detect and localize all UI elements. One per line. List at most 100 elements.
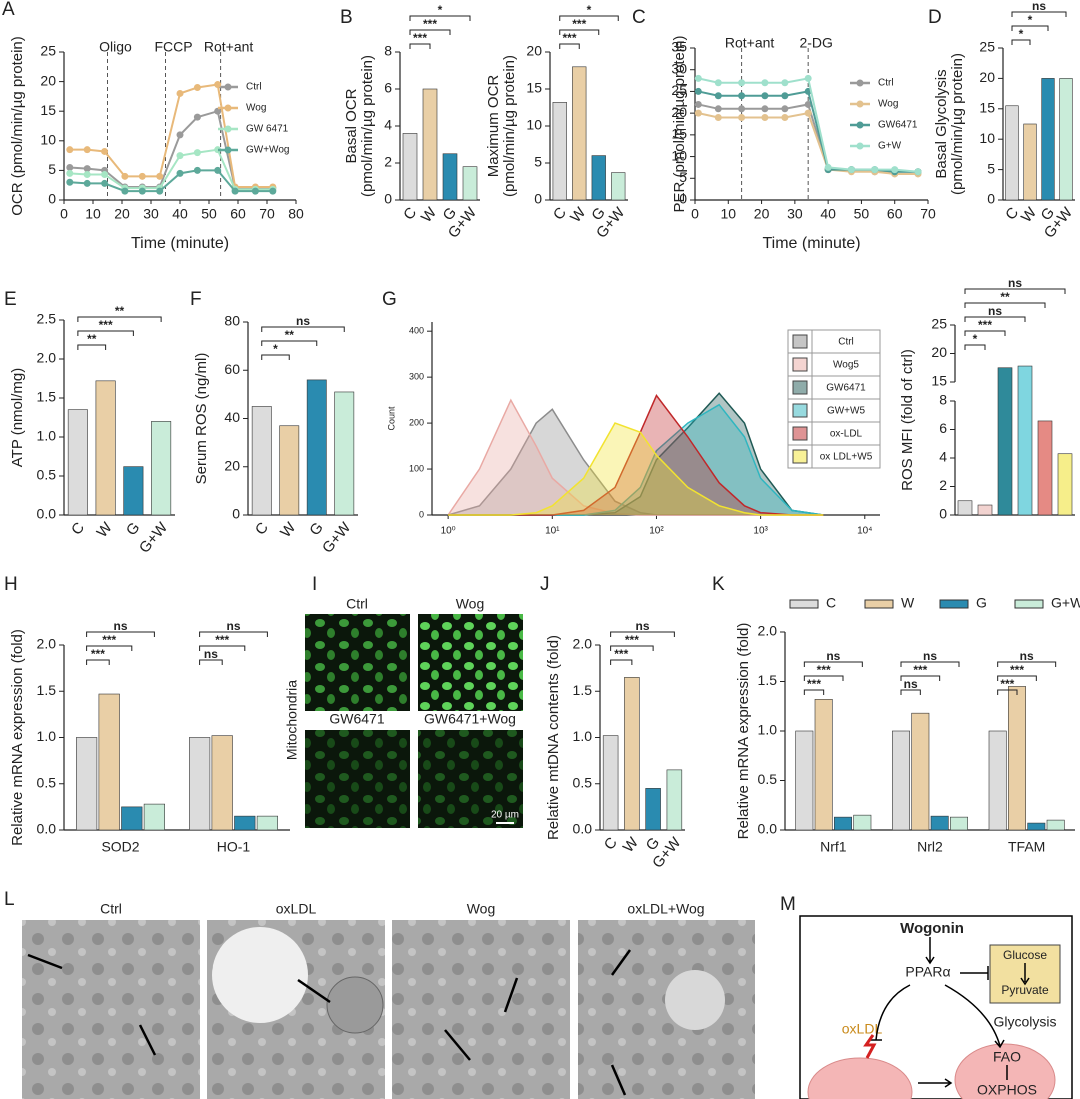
y-tick-label: 1.0 (573, 728, 593, 744)
x-tick-label: G (306, 519, 327, 539)
point (231, 187, 239, 195)
significance-bracket (900, 675, 941, 681)
node: Glycolysis (993, 1014, 1056, 1030)
point (694, 87, 702, 95)
y-tick-label: 10 (671, 147, 687, 163)
bar (795, 730, 814, 831)
y-tick-label: 0.0 (37, 506, 57, 522)
y-tick-label: 1.0 (37, 428, 57, 444)
point (156, 187, 164, 195)
legend-swatch (224, 125, 232, 133)
x-tick-label: 70 (259, 206, 275, 222)
point (891, 166, 899, 174)
point (781, 92, 789, 100)
y-tick-label: 4 (939, 449, 947, 465)
x-tick-label: 10⁰ (441, 526, 456, 537)
x-tick-label: 0 (60, 206, 68, 222)
bar (251, 406, 272, 516)
significance-label: ns (296, 314, 310, 328)
y-axis-label: (pmol/min/µg protein) (501, 55, 518, 197)
significance-bracket (199, 645, 246, 651)
significance-label: ns (923, 649, 937, 663)
y-tick-label: 10 (40, 132, 56, 148)
significance-bracket (964, 316, 1026, 322)
point (871, 166, 879, 174)
significance-label: ns (1032, 0, 1046, 13)
significance-bracket (803, 675, 844, 681)
significance-label: ** (285, 328, 295, 342)
vacuole (212, 927, 308, 1023)
diagram-arrows (870, 937, 1030, 1088)
significance-bracket (559, 15, 619, 21)
bar (834, 816, 852, 831)
y-tick-label: 0.5 (758, 771, 778, 787)
point (847, 166, 855, 174)
point (761, 92, 769, 100)
y-tick-label: 0.5 (37, 774, 57, 790)
significance-bracket (409, 15, 471, 21)
scale-bar-label: 20 µm (491, 810, 519, 821)
legend-label: GW+Wog (246, 145, 289, 156)
point (214, 81, 222, 89)
panel-letter: A (2, 0, 15, 20)
y-tick-label: 1.0 (758, 722, 778, 738)
legend-label: Ctrl (838, 337, 854, 348)
image-label: Ctrl (346, 596, 368, 612)
y-tick-label: 80 (224, 313, 240, 329)
panel-letter: G (382, 289, 397, 310)
bar (334, 391, 355, 516)
legend-swatch (939, 599, 969, 609)
significance-bracket (261, 340, 318, 346)
bar (98, 693, 120, 831)
micrograph (22, 920, 200, 1099)
point (738, 92, 746, 100)
node: Glucose (1003, 948, 1047, 962)
point (269, 187, 277, 195)
y-tick-label: 2 (384, 154, 392, 170)
point (121, 187, 129, 195)
bar (189, 737, 211, 831)
point (738, 113, 746, 121)
y-axis-label: Maximum OCR (485, 75, 502, 178)
point (214, 107, 222, 115)
x-tick-label: 10 (85, 206, 101, 222)
y-tick-label: 0 (419, 509, 424, 519)
significance-label: *** (1000, 677, 1014, 691)
significance-bracket (409, 29, 451, 35)
significance-bracket (77, 344, 107, 350)
point (66, 169, 74, 177)
point (101, 179, 109, 187)
y-tick-label: 20 (224, 457, 240, 473)
legend-swatch (864, 599, 894, 609)
panel-letter: K (712, 574, 725, 595)
bar (1041, 78, 1055, 201)
y-tick-label: 15 (979, 100, 995, 116)
micrograph (578, 920, 755, 1099)
significance-bracket (77, 316, 162, 322)
legend-swatch (792, 380, 808, 395)
panel-letter: C (632, 7, 646, 28)
y-axis-label: Count (386, 406, 396, 431)
bar (997, 367, 1013, 516)
legend-swatch (789, 599, 819, 609)
bar (911, 712, 930, 831)
bar (1005, 105, 1019, 201)
significance-label: ** (115, 304, 125, 318)
panel-letter: I (312, 574, 317, 595)
point (694, 74, 702, 82)
bar (67, 409, 88, 516)
y-axis-label: Basal OCR (343, 88, 360, 163)
y-tick-label: 2.0 (573, 636, 593, 652)
legend-label: Wog (246, 103, 266, 114)
x-tick-label: HO-1 (217, 839, 251, 855)
significance-bracket (261, 326, 345, 332)
y-tick-label: 25 (931, 316, 947, 332)
significance-bracket (409, 43, 431, 49)
legend-swatch (224, 83, 232, 91)
significance-label: ns (1008, 276, 1022, 290)
significance-label: *** (913, 663, 927, 677)
y-tick-label: 35 (671, 39, 687, 55)
legend-swatch (856, 79, 864, 87)
micrograph (418, 614, 523, 711)
